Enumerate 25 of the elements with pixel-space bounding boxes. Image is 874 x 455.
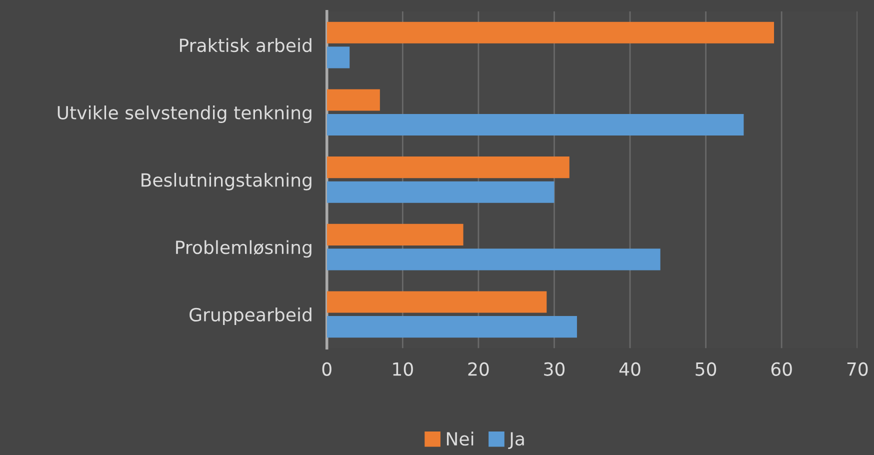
bar [326,291,547,313]
bar [326,316,577,338]
legend-label: Nei [446,432,474,446]
y-tick-label: Problemløsning [176,240,312,258]
bar [326,22,774,44]
y-tick-label: Beslutningstakning [142,172,312,190]
bar [326,46,350,68]
x-tick-label: 0 [322,362,332,376]
legend-label: Ja [508,432,524,449]
x-tick-label: 30 [544,362,565,376]
y-tick-label: Praktisk arbeid [180,38,312,52]
bar [326,224,464,246]
x-tick-label: 40 [619,362,640,376]
x-tick-label: 70 [847,362,868,376]
y-tick-label: Utvikle selvstendig tenkning [58,106,312,123]
x-tick-label: 10 [393,362,413,376]
bar [326,114,744,136]
x-tick-label: 60 [771,362,792,376]
bar [326,156,570,178]
bar [326,181,554,203]
bar [326,248,660,270]
bar [326,89,380,111]
x-tick-label: 50 [696,362,716,376]
y-tick-label: Gruppearbeid [190,308,312,326]
x-tick-label: 20 [468,362,489,376]
